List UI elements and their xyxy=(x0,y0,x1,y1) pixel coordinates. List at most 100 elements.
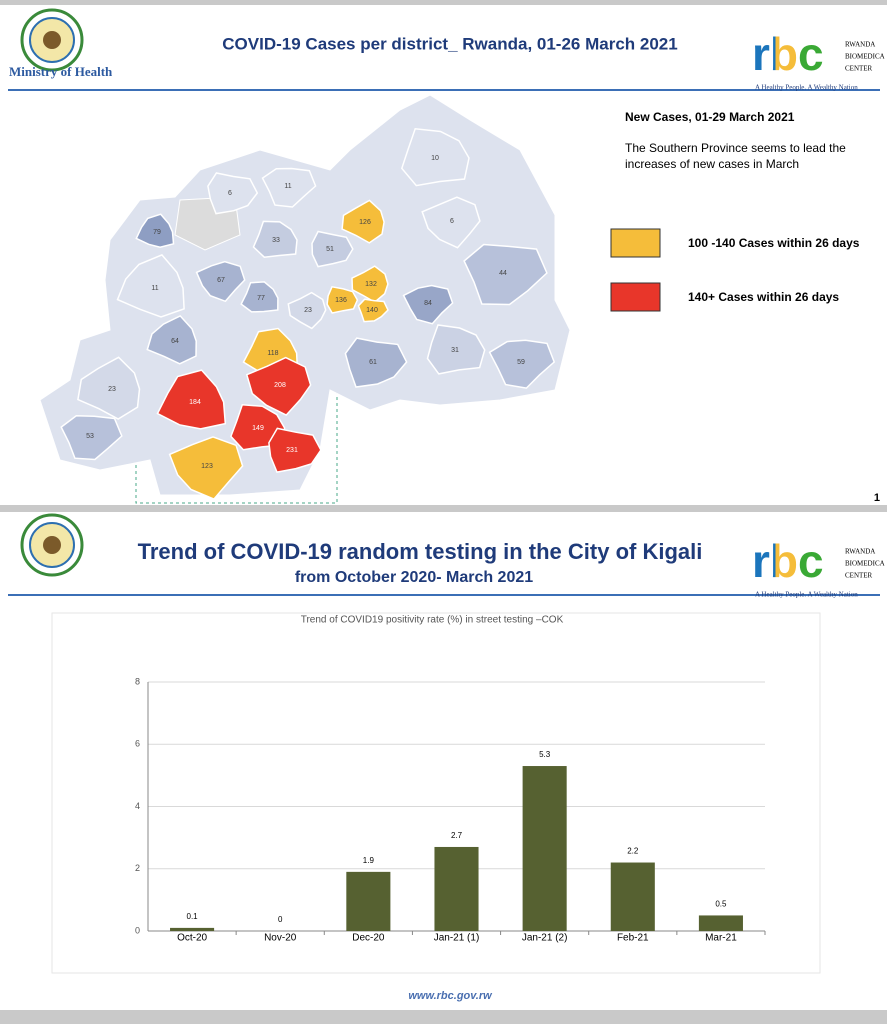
district xyxy=(287,291,327,330)
value-label: 2.7 xyxy=(451,831,463,840)
district xyxy=(168,436,244,501)
rbc-name: RWANDA xyxy=(845,548,875,556)
district-label: 23 xyxy=(108,386,116,393)
value-label: 0.1 xyxy=(187,912,199,921)
district-label: 184 xyxy=(189,399,201,406)
district-label: 77 xyxy=(257,295,265,302)
district-label: 67 xyxy=(217,277,225,284)
slide-subtitle: from October 2020- March 2021 xyxy=(295,569,533,586)
emblem xyxy=(20,8,84,72)
x-tick-label: Mar-21 xyxy=(705,933,737,944)
district-label: 6 xyxy=(228,190,232,197)
rbc-name: RWANDA xyxy=(845,41,875,49)
district xyxy=(77,356,141,420)
district-label: 79 xyxy=(153,229,161,236)
district xyxy=(261,167,317,208)
bar xyxy=(170,927,215,931)
district xyxy=(426,324,486,375)
district-label: 33 xyxy=(272,237,280,244)
x-tick-label: Jan-21 (1) xyxy=(434,933,480,944)
emblem xyxy=(20,513,84,577)
district xyxy=(341,199,385,244)
district xyxy=(135,213,175,248)
district-label: 10 xyxy=(431,155,439,162)
district-label: 136 xyxy=(335,297,347,304)
bar xyxy=(698,915,743,931)
district xyxy=(311,230,354,268)
district-label: 11 xyxy=(284,183,291,190)
rbc-name: CENTER xyxy=(845,572,873,580)
district xyxy=(146,314,197,365)
district xyxy=(245,356,312,417)
district-label: 84 xyxy=(424,300,432,307)
x-tick-label: Feb-21 xyxy=(617,933,649,944)
district-label: 61 xyxy=(369,359,377,366)
chart-title: Trend of COVID19 positivity rate (%) in … xyxy=(301,615,564,626)
district-label: 64 xyxy=(171,338,179,345)
district-label: 59 xyxy=(517,359,525,366)
district xyxy=(156,369,227,430)
footer-url: www.rbc.gov.rw xyxy=(408,990,493,1002)
y-tick-label: 6 xyxy=(135,739,140,749)
district xyxy=(402,284,454,325)
district-label: 53 xyxy=(86,433,94,440)
x-tick-label: Nov-20 xyxy=(264,933,297,944)
y-tick-label: 4 xyxy=(135,801,140,811)
value-label: 0.5 xyxy=(715,900,727,909)
district-label: 23 xyxy=(304,307,312,314)
district-label: 51 xyxy=(326,246,334,253)
legend-swatch xyxy=(610,282,661,312)
district-label: 31 xyxy=(451,347,459,354)
bar xyxy=(610,862,655,931)
district-label: 44 xyxy=(499,270,507,277)
ministry-name: Ministry of Health xyxy=(9,64,113,79)
panel-text: increases of new cases in March xyxy=(625,157,799,171)
legend-label: 100 -140 Cases within 26 days xyxy=(688,236,860,250)
rbc-name: CENTER xyxy=(845,65,873,73)
district-label: 149 xyxy=(252,425,264,432)
value-label: 2.2 xyxy=(627,847,639,856)
y-tick-label: 2 xyxy=(135,863,140,873)
district xyxy=(344,337,408,388)
panel-text: The Southern Province seems to lead the xyxy=(625,141,846,155)
district xyxy=(240,281,279,313)
rbc-tagline: A Healthy People. A Wealthy Nation xyxy=(755,84,858,92)
district xyxy=(357,298,389,323)
panel-title: New Cases, 01-29 March 2021 xyxy=(625,110,795,124)
x-tick-label: Dec-20 xyxy=(352,933,385,944)
district-label: 11 xyxy=(151,285,158,292)
bar xyxy=(434,846,479,931)
slide-title: COVID-19 Cases per district_ Rwanda, 01-… xyxy=(222,34,677,53)
value-label: 0 xyxy=(278,915,283,924)
district xyxy=(116,253,185,318)
bar xyxy=(346,871,391,931)
rbc-name: BIOMEDICA xyxy=(845,560,885,568)
district-label: 140 xyxy=(366,307,378,314)
district-label: 208 xyxy=(274,382,286,389)
district xyxy=(351,265,389,304)
value-label: 5.3 xyxy=(539,750,551,759)
district xyxy=(195,260,246,303)
district xyxy=(60,415,123,461)
district-label: 231 xyxy=(286,447,298,454)
district-label: 132 xyxy=(365,281,377,288)
district xyxy=(488,339,556,389)
map: 10 6 11 6 126 79 33 51 44 67 132 11 77 136 140 84 23 64 11… xyxy=(60,127,556,501)
y-tick-label: 8 xyxy=(135,676,140,686)
district xyxy=(252,220,298,258)
rbc-logo: rbc xyxy=(752,535,824,587)
district xyxy=(268,427,322,473)
district-label: 6 xyxy=(450,218,454,225)
x-tick-label: Oct-20 xyxy=(177,933,207,944)
rbc-name: BIOMEDICA xyxy=(845,53,885,61)
district-label: 123 xyxy=(201,463,213,470)
rbc-logo: rbc xyxy=(752,28,824,80)
legend-swatch xyxy=(610,228,661,258)
district xyxy=(326,285,359,314)
district xyxy=(207,172,259,215)
rbc-tagline: A Healthy People. A Wealthy Nation xyxy=(755,591,858,599)
district-label: 118 xyxy=(267,350,278,357)
x-tick-label: Jan-21 (2) xyxy=(522,933,568,944)
